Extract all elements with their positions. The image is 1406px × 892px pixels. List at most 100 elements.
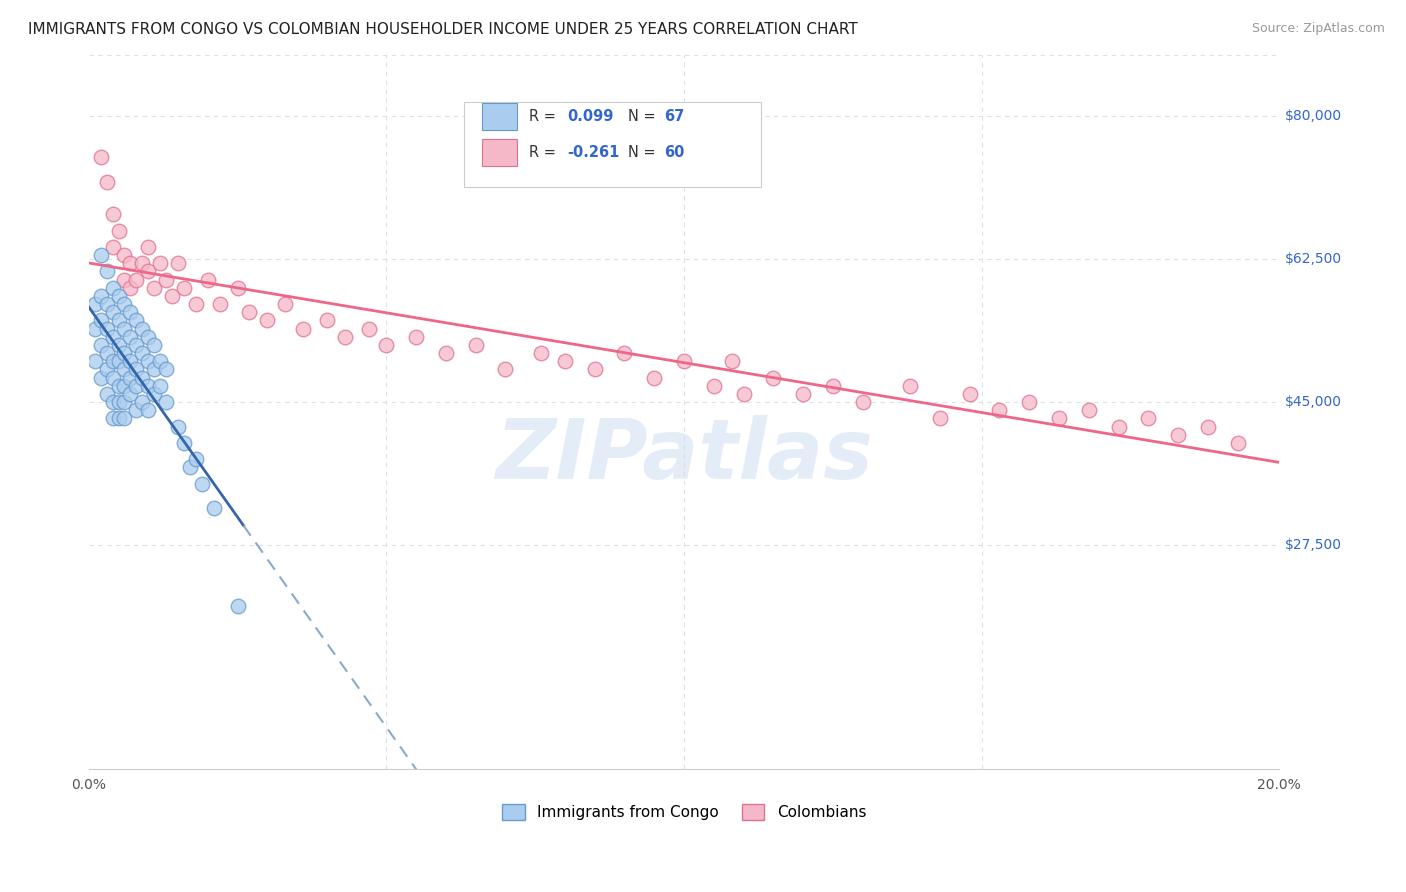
Point — [101, 207, 124, 221]
Point — [434, 346, 457, 360]
Point — [530, 346, 553, 360]
Point — [703, 378, 725, 392]
Text: ZIPatlas: ZIPatlas — [495, 415, 873, 496]
Point — [173, 435, 195, 450]
Point — [131, 321, 153, 335]
Point — [83, 321, 105, 335]
Bar — [482, 103, 517, 130]
Point — [208, 297, 231, 311]
Text: $45,000: $45,000 — [1285, 395, 1343, 409]
Point — [107, 378, 129, 392]
Point — [101, 411, 124, 425]
Point — [1137, 411, 1160, 425]
Point — [1108, 419, 1130, 434]
Point — [184, 297, 207, 311]
Point — [959, 387, 981, 401]
Point — [101, 305, 124, 319]
Point — [155, 272, 177, 286]
Point — [120, 281, 142, 295]
Text: R =: R = — [529, 145, 561, 160]
Point — [101, 395, 124, 409]
Point — [90, 338, 112, 352]
Text: IMMIGRANTS FROM CONGO VS COLOMBIAN HOUSEHOLDER INCOME UNDER 25 YEARS CORRELATION: IMMIGRANTS FROM CONGO VS COLOMBIAN HOUSE… — [28, 22, 858, 37]
Point — [929, 411, 952, 425]
Point — [96, 346, 118, 360]
Point — [333, 329, 356, 343]
Point — [226, 599, 249, 613]
Point — [1018, 395, 1040, 409]
Point — [101, 281, 124, 295]
Point — [101, 329, 124, 343]
Text: N =: N = — [628, 109, 661, 124]
Point — [898, 378, 921, 392]
Point — [179, 460, 201, 475]
Point — [1167, 427, 1189, 442]
Point — [136, 240, 159, 254]
Point — [120, 387, 142, 401]
Point — [136, 264, 159, 278]
Point — [131, 256, 153, 270]
Point — [107, 354, 129, 368]
Text: Source: ZipAtlas.com: Source: ZipAtlas.com — [1251, 22, 1385, 36]
Point — [851, 395, 873, 409]
Point — [173, 281, 195, 295]
Point — [125, 313, 148, 327]
Point — [96, 362, 118, 376]
Point — [96, 175, 118, 189]
Point — [96, 264, 118, 278]
Point — [821, 378, 844, 392]
Point — [155, 362, 177, 376]
Point — [613, 346, 636, 360]
Point — [357, 321, 380, 335]
Point — [554, 354, 576, 368]
Point — [136, 403, 159, 417]
Point — [107, 289, 129, 303]
Point — [107, 411, 129, 425]
Text: $27,500: $27,500 — [1285, 538, 1343, 552]
Point — [160, 289, 183, 303]
Point — [125, 362, 148, 376]
Point — [143, 281, 166, 295]
Point — [96, 321, 118, 335]
Legend: Immigrants from Congo, Colombians: Immigrants from Congo, Colombians — [496, 797, 872, 826]
Point — [143, 338, 166, 352]
Point — [101, 240, 124, 254]
Point — [114, 362, 136, 376]
Point — [315, 313, 337, 327]
Point — [1047, 411, 1070, 425]
Point — [149, 354, 172, 368]
Point — [202, 501, 225, 516]
Point — [226, 281, 249, 295]
Point — [762, 370, 785, 384]
Point — [149, 256, 172, 270]
Point — [733, 387, 755, 401]
Point — [494, 362, 516, 376]
Point — [114, 248, 136, 262]
Point — [720, 354, 742, 368]
Point — [96, 297, 118, 311]
Point — [131, 395, 153, 409]
Point — [1077, 403, 1099, 417]
Point — [167, 419, 190, 434]
Point — [136, 378, 159, 392]
Text: R =: R = — [529, 109, 561, 124]
Point — [149, 378, 172, 392]
Point — [136, 354, 159, 368]
Point — [792, 387, 814, 401]
Point — [256, 313, 278, 327]
Point — [114, 297, 136, 311]
Point — [83, 354, 105, 368]
Point — [184, 452, 207, 467]
Point — [107, 224, 129, 238]
Text: $80,000: $80,000 — [1285, 110, 1343, 123]
Point — [1197, 419, 1219, 434]
Point — [120, 256, 142, 270]
Point — [120, 305, 142, 319]
Point — [191, 476, 214, 491]
Point — [90, 248, 112, 262]
Point — [90, 313, 112, 327]
Point — [136, 329, 159, 343]
Point — [114, 411, 136, 425]
Point — [292, 321, 315, 335]
Point — [107, 313, 129, 327]
